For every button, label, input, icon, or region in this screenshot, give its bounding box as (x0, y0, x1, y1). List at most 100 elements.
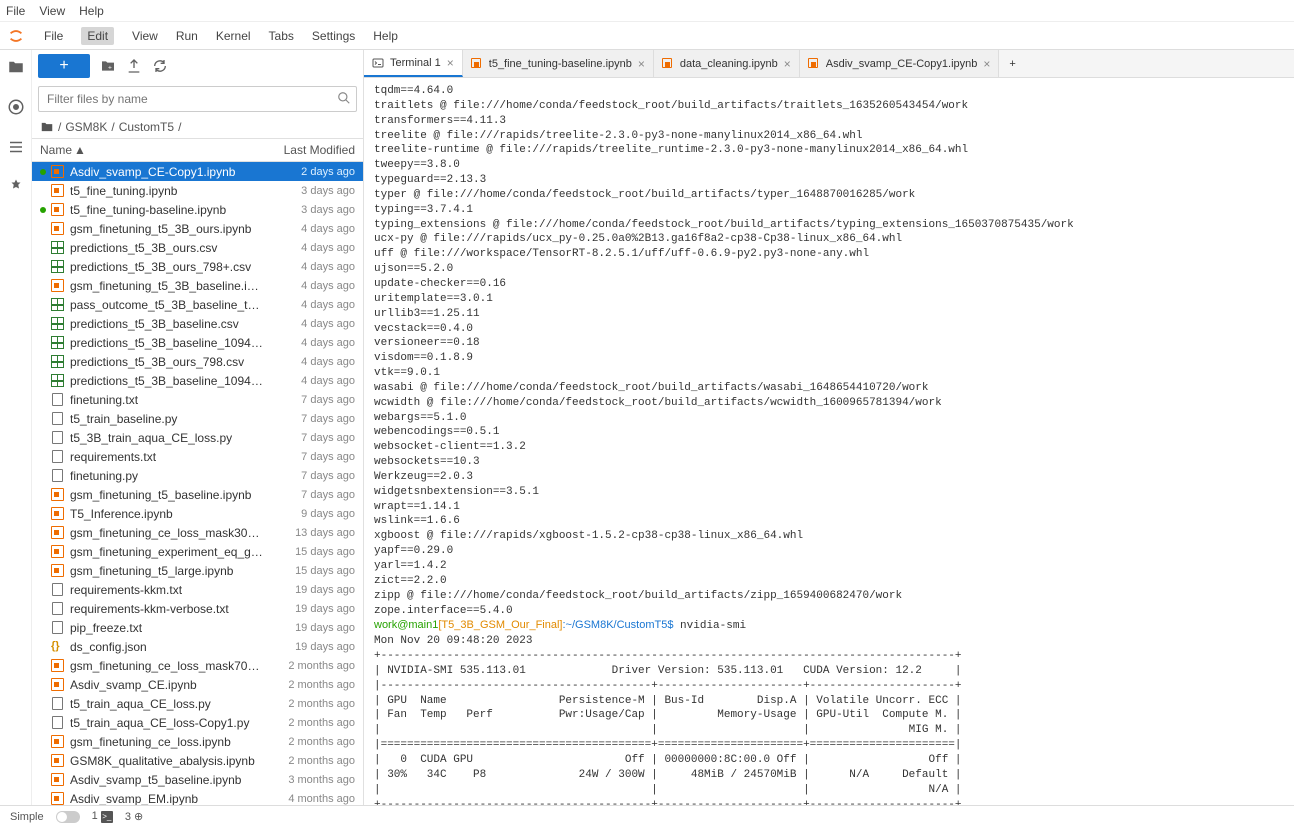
close-icon[interactable]: × (784, 57, 791, 71)
toc-icon[interactable] (7, 138, 25, 156)
tab[interactable]: data_cleaning.ipynb × (654, 50, 800, 77)
running-dot-icon (40, 625, 46, 631)
menu-settings[interactable]: Settings (312, 29, 355, 43)
file-item[interactable]: finetuning.py7 days ago (32, 466, 363, 485)
filetype-icon (50, 336, 64, 350)
file-item[interactable]: gsm_finetuning_ce_loss_mask70_spa...2 mo… (32, 656, 363, 675)
file-item[interactable]: {}ds_config.json19 days ago (32, 637, 363, 656)
file-item[interactable]: predictions_t5_3B_ours.csv4 days ago (32, 238, 363, 257)
terminal-panel[interactable]: tqdm==4.64.0 traitlets @ file:///home/co… (364, 78, 1294, 805)
file-browser: + + / GSM8K / CustomT5 / Name ▲ Last Mod… (32, 50, 364, 805)
file-item[interactable]: t5_fine_tuning-baseline.ipynb3 days ago (32, 200, 363, 219)
file-item[interactable]: Asdiv_svamp_CE-Copy1.ipynb2 days ago (32, 162, 363, 181)
file-name: gsm_finetuning_t5_baseline.ipynb (70, 488, 265, 502)
file-modified: 2 months ago (265, 736, 355, 748)
filetype-icon: {} (50, 640, 64, 654)
tab[interactable]: t5_fine_tuning-baseline.ipynb× (463, 50, 654, 77)
os-menu-view[interactable]: View (39, 4, 65, 18)
menu-file[interactable]: File (44, 29, 63, 43)
file-item[interactable]: predictions_t5_3B_ours_798.csv4 days ago (32, 352, 363, 371)
new-folder-icon[interactable]: + (100, 58, 116, 74)
file-name: gsm_finetuning_t5_large.ipynb (70, 564, 265, 578)
tab-label: data_cleaning.ipynb (680, 58, 778, 70)
file-item[interactable]: predictions_t5_3B_baseline_1094+.csv4 da… (32, 333, 363, 352)
upload-icon[interactable] (126, 58, 142, 74)
file-item[interactable]: t5_train_aqua_CE_loss-Copy1.py2 months a… (32, 713, 363, 732)
menu-tabs[interactable]: Tabs (269, 29, 294, 43)
new-launcher-button[interactable]: + (38, 54, 90, 78)
extensions-icon[interactable] (7, 178, 25, 196)
file-item[interactable]: gsm_finetuning_ce_loss_mask30_spa...13 d… (32, 523, 363, 542)
file-item[interactable]: Asdiv_svamp_EM.ipynb4 months ago (32, 789, 363, 805)
running-dot-icon (40, 378, 46, 384)
filetype-icon (50, 260, 64, 274)
running-dot-icon (40, 568, 46, 574)
file-item[interactable]: predictions_t5_3B_baseline_1094.csv4 day… (32, 371, 363, 390)
file-item[interactable]: gsm_finetuning_t5_baseline.ipynb7 days a… (32, 485, 363, 504)
tab[interactable]: Terminal 1× (364, 50, 463, 77)
crumb-customt5[interactable]: CustomT5 (119, 120, 174, 134)
file-item[interactable]: pip_freeze.txt19 days ago (32, 618, 363, 637)
filter-input[interactable] (38, 86, 357, 112)
sort-asc-icon: ▲ (74, 143, 86, 157)
file-item[interactable]: gsm_finetuning_t5_3B_ours.ipynb4 days ag… (32, 219, 363, 238)
file-modified: 7 days ago (265, 394, 355, 406)
menu-edit[interactable]: Edit (81, 27, 114, 45)
col-name[interactable]: Name ▲ (32, 139, 263, 161)
file-item[interactable]: GSM8K_qualitative_abalysis.ipynb2 months… (32, 751, 363, 770)
simple-toggle[interactable] (56, 811, 80, 823)
filetype-icon (50, 393, 64, 407)
os-menu-file[interactable]: File (6, 4, 25, 18)
file-item[interactable]: predictions_t5_3B_ours_798+.csv4 days ag… (32, 257, 363, 276)
file-item[interactable]: gsm_finetuning_t5_large.ipynb15 days ago (32, 561, 363, 580)
file-item[interactable]: t5_fine_tuning.ipynb3 days ago (32, 181, 363, 200)
file-item[interactable]: gsm_finetuning_experiment_eq_gen.i...15 … (32, 542, 363, 561)
file-item[interactable]: T5_Inference.ipynb9 days ago (32, 504, 363, 523)
crumb-gsm8k[interactable]: GSM8K (65, 120, 107, 134)
file-item[interactable]: requirements-kkm.txt19 days ago (32, 580, 363, 599)
menu-view[interactable]: View (132, 29, 158, 43)
notebook-icon (471, 58, 481, 68)
terminal-status-icon: >_ (101, 811, 113, 823)
refresh-icon[interactable] (152, 58, 168, 74)
folder-icon[interactable] (7, 58, 25, 76)
file-item[interactable]: finetuning.txt7 days ago (32, 390, 363, 409)
running-dot-icon (40, 777, 46, 783)
search-icon (337, 91, 351, 105)
filetype-icon (50, 773, 64, 787)
close-icon[interactable]: × (983, 57, 990, 71)
close-icon[interactable]: × (447, 56, 454, 70)
file-item[interactable]: requirements-kkm-verbose.txt19 days ago (32, 599, 363, 618)
breadcrumb[interactable]: / GSM8K / CustomT5 / (32, 116, 363, 138)
running-icon[interactable] (7, 98, 25, 116)
terminal-output: tqdm==4.64.0 traitlets @ file:///home/co… (364, 78, 1294, 805)
file-item[interactable]: Asdiv_svamp_CE.ipynb2 months ago (32, 675, 363, 694)
file-name: Asdiv_svamp_t5_baseline.ipynb (70, 773, 265, 787)
col-modified[interactable]: Last Modified (263, 139, 363, 161)
file-item[interactable]: t5_train_baseline.py7 days ago (32, 409, 363, 428)
file-list[interactable]: Asdiv_svamp_CE-Copy1.ipynb2 days agot5_f… (32, 162, 363, 805)
menu-kernel[interactable]: Kernel (216, 29, 251, 43)
file-item[interactable]: gsm_finetuning_ce_loss.ipynb2 months ago (32, 732, 363, 751)
tab[interactable]: Asdiv_svamp_CE-Copy1.ipynb× (800, 50, 1000, 77)
file-item[interactable]: requirements.txt7 days ago (32, 447, 363, 466)
menu-help[interactable]: Help (373, 29, 398, 43)
file-name: t5_train_aqua_CE_loss-Copy1.py (70, 716, 265, 730)
os-menu-help[interactable]: Help (79, 4, 104, 18)
running-dot-icon (40, 226, 46, 232)
running-dot-icon (40, 701, 46, 707)
menu-run[interactable]: Run (176, 29, 198, 43)
file-name: t5_train_aqua_CE_loss.py (70, 697, 265, 711)
file-item[interactable]: pass_outcome_t5_3B_baseline_temp...4 day… (32, 295, 363, 314)
file-item[interactable]: t5_3B_train_aqua_CE_loss.py7 days ago (32, 428, 363, 447)
filetype-icon (50, 355, 64, 369)
file-item[interactable]: Asdiv_svamp_t5_baseline.ipynb3 months ag… (32, 770, 363, 789)
filetype-icon (50, 526, 64, 540)
file-item[interactable]: predictions_t5_3B_baseline.csv4 days ago (32, 314, 363, 333)
filetype-icon (50, 564, 64, 578)
notebook-icon (808, 58, 818, 68)
file-item[interactable]: gsm_finetuning_t5_3B_baseline.ipynb4 day… (32, 276, 363, 295)
close-icon[interactable]: × (638, 57, 645, 71)
file-item[interactable]: t5_train_aqua_CE_loss.py2 months ago (32, 694, 363, 713)
add-tab-button[interactable]: + (999, 50, 1025, 77)
